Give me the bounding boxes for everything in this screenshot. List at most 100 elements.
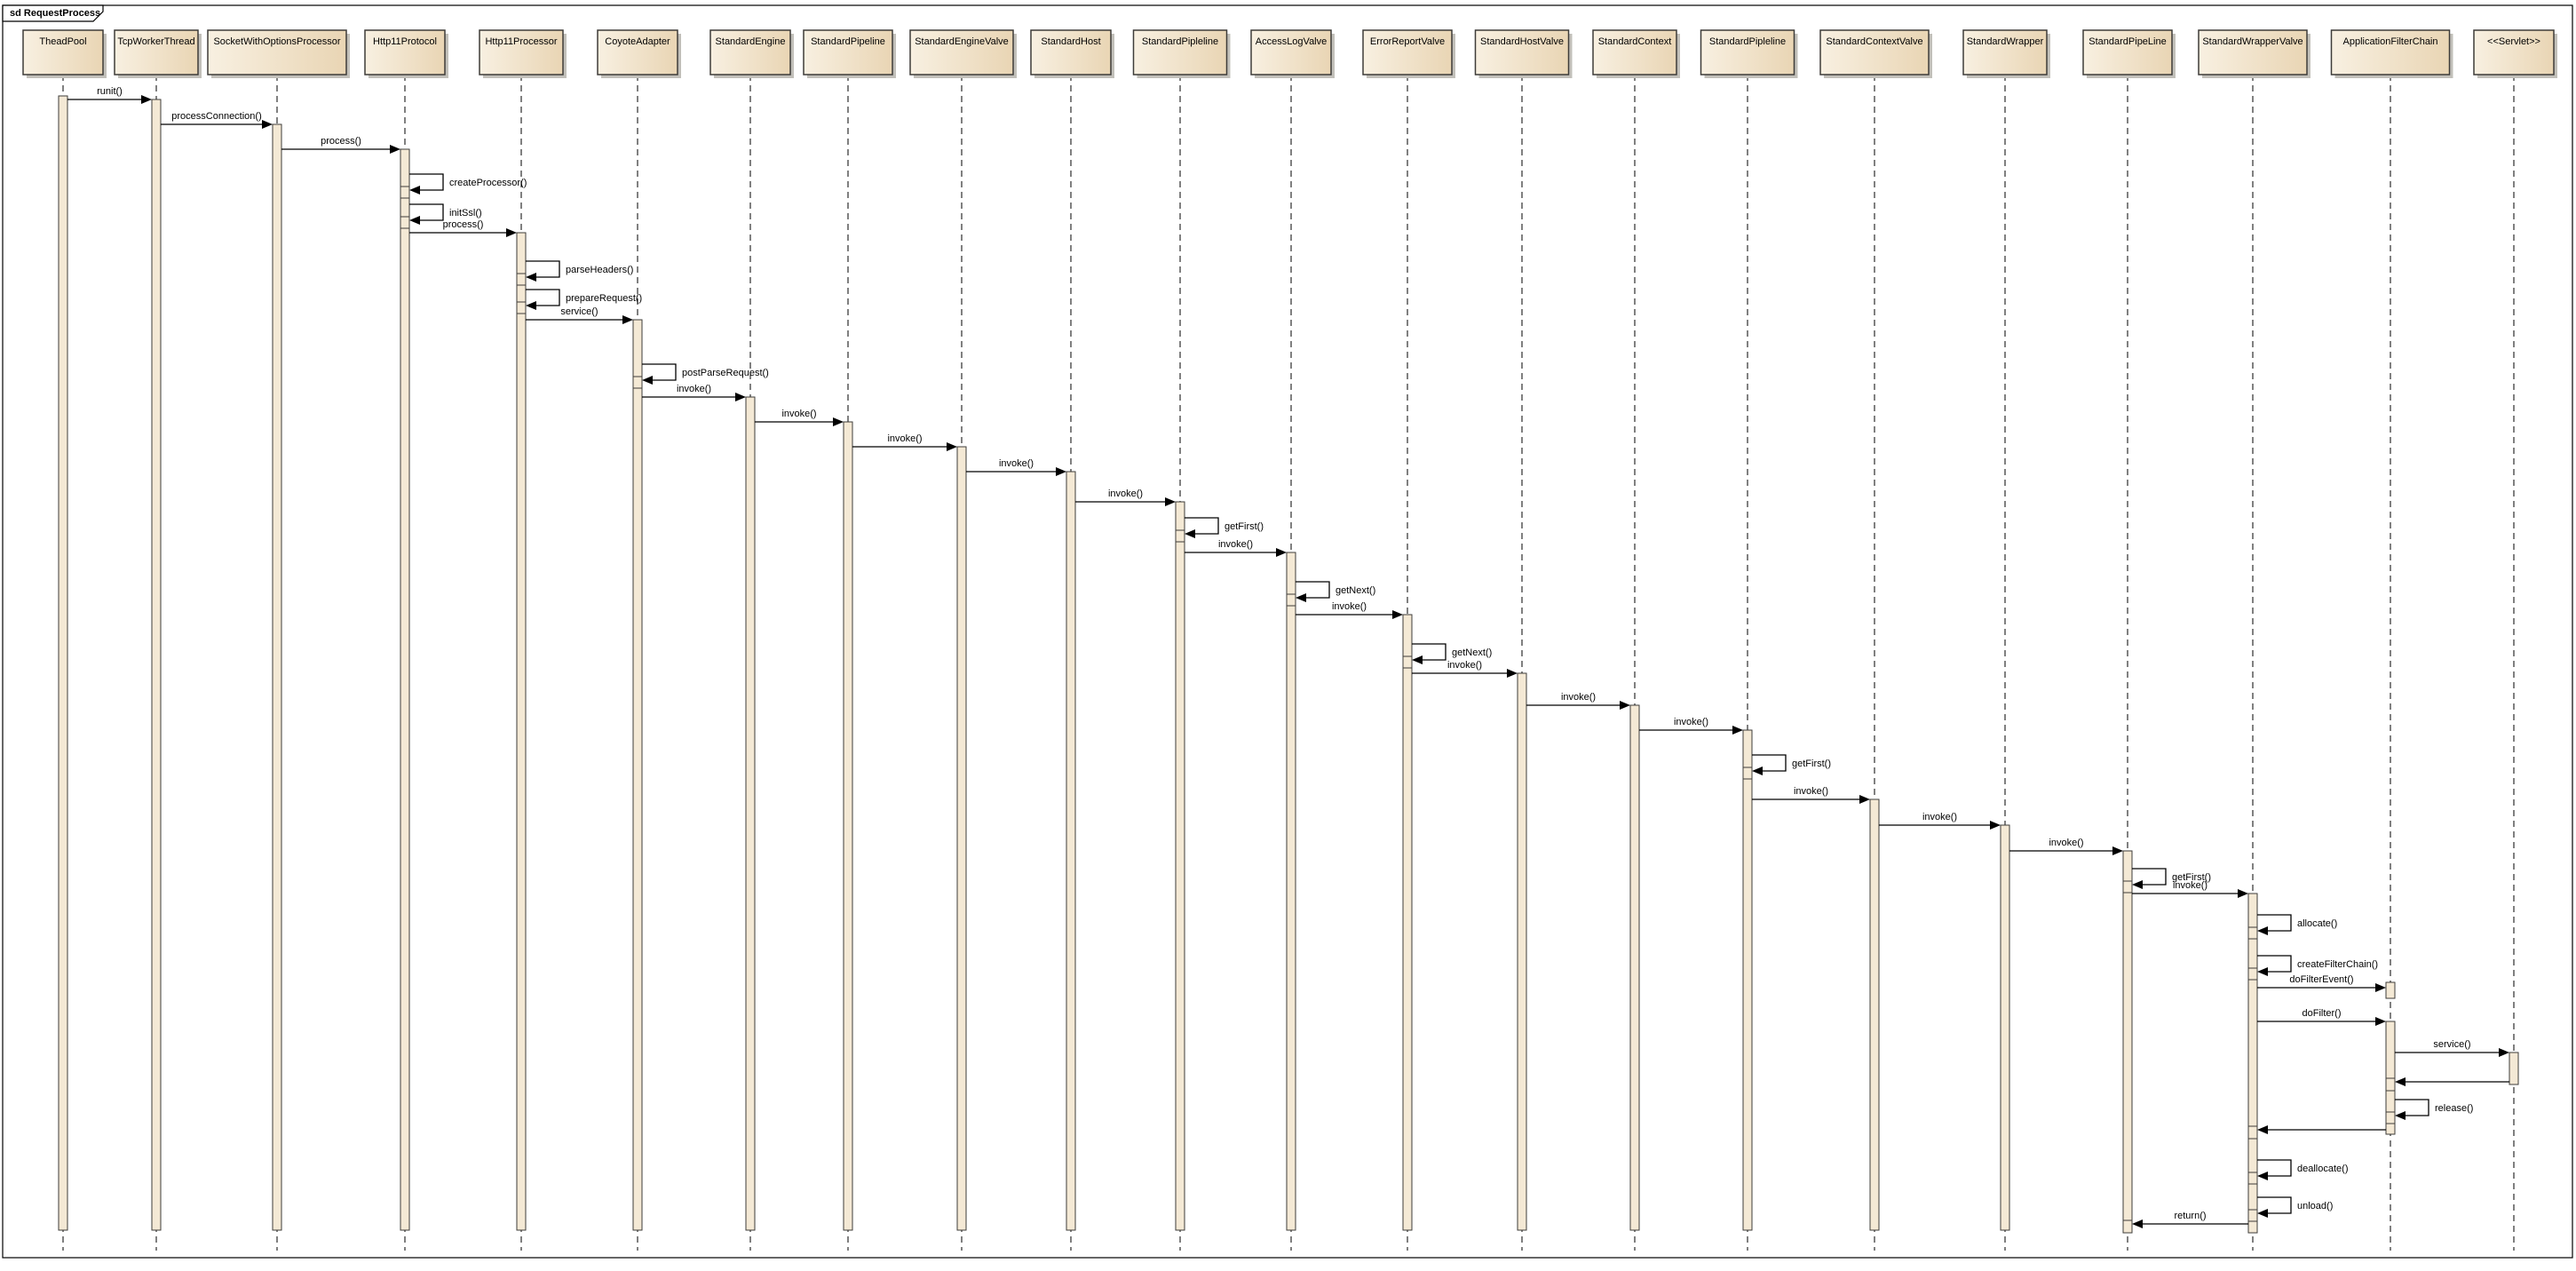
message-label: invoke(): [1922, 812, 1957, 822]
message-label: invoke(): [1218, 539, 1253, 550]
activation-bar: [1517, 672, 1527, 1231]
object-box: [597, 29, 678, 75]
lifeline-standardpipleline: StandardPipleline: [1132, 29, 1231, 1251]
lifeline-servlet: <<Servlet>>: [2473, 29, 2557, 1251]
message-line: [2395, 1099, 2429, 1116]
object-box: [803, 29, 893, 75]
lifeline-coyoteadapter: CoyoteAdapter: [597, 29, 681, 1251]
object-label: StandardWrapperValve: [2202, 36, 2303, 47]
activation-bar: [151, 99, 162, 1231]
activation-bar: [1402, 614, 1413, 1231]
message-label: service(): [560, 306, 598, 317]
message-invoke: invoke(): [1752, 786, 1870, 804]
activation-group-standardhost: [1066, 471, 1076, 1231]
frame-label: sd RequestProcess: [10, 8, 101, 19]
lifeline-standardhostvalve: StandardHostValve: [1474, 29, 1573, 1251]
message-createfilterchain: createFilterChain(): [2247, 955, 2378, 981]
nested-activation: [2385, 1111, 2396, 1124]
message-line: [526, 260, 560, 278]
object-label: TheadPool: [39, 36, 86, 47]
message-arrowhead: [735, 393, 746, 401]
message-runit: runit(): [67, 86, 152, 104]
nested-activation: [1175, 529, 1185, 543]
object-label: Http11Processor: [485, 36, 557, 47]
message-line: [1185, 517, 1219, 535]
object-box: [1030, 29, 1112, 75]
message-arrowhead: [2257, 926, 2268, 935]
message-arrowhead: [833, 417, 844, 426]
nested-activation: [2247, 926, 2258, 940]
object-box: [709, 29, 791, 75]
lifeline-standardenginevalve: StandardEngineValve: [909, 29, 1017, 1251]
message-line: [2132, 868, 2167, 886]
activation-group-standardenginevalve: [956, 446, 967, 1231]
object-label: ErrorReportValve: [1370, 36, 1445, 47]
message-label: release(): [2435, 1103, 2473, 1114]
message-line: [2257, 1196, 2292, 1214]
object-box: [114, 29, 199, 75]
message-arrowhead: [1392, 610, 1403, 619]
object-label: StandardPipeLine: [2089, 36, 2166, 47]
object-label: SocketWithOptionsProcessor: [213, 36, 340, 47]
lifeline-standardwrappervalve: StandardWrapperValve: [2198, 29, 2310, 1251]
message-label: initSsl(): [449, 208, 482, 218]
message-label: service(): [2433, 1039, 2470, 1050]
message-process: process(): [281, 136, 400, 154]
activation-bar: [843, 421, 853, 1231]
nested-activation: [632, 376, 643, 389]
activation-bar: [272, 123, 282, 1231]
message-line: [1296, 581, 1330, 599]
message-postparserequest: postParseRequest(): [632, 363, 769, 389]
message-arrowhead: [2375, 983, 2386, 992]
activation-group-socketwithoptionsprocessor: [272, 123, 282, 1231]
message-line: [1752, 754, 1787, 772]
message-line: [409, 173, 444, 191]
nested-activation: [400, 186, 410, 199]
message-arrowhead: [2238, 889, 2248, 898]
message-label: invoke(): [1332, 601, 1367, 612]
message-arrowhead: [1185, 529, 1195, 538]
message-process: process(): [409, 219, 517, 237]
message-arrowhead: [2375, 1017, 2386, 1026]
activation-bar: [400, 148, 410, 1231]
object-label: <<Servlet>>: [2487, 36, 2540, 47]
lifeline-standardwrapper: StandardWrapper: [1962, 29, 2050, 1251]
activation-bar: [2385, 981, 2396, 999]
message-service: service(): [2395, 1039, 2509, 1057]
nested-activation: [1402, 655, 1413, 669]
message-line: [642, 363, 677, 381]
message-label: invoke(): [999, 458, 1034, 469]
nested-activation: [2247, 967, 2258, 981]
message-arrowhead: [2257, 1209, 2268, 1218]
message-invoke: invoke(): [755, 409, 844, 426]
message-createprocessor: createProcessor(): [400, 173, 527, 199]
message-label: getNext(): [1336, 585, 1375, 596]
message-line: [526, 289, 560, 306]
message-arrowhead: [390, 145, 400, 154]
message-arrowhead: [409, 186, 420, 195]
nested-activation: [2122, 1219, 2133, 1234]
activation-group-standardpipleline: [1742, 729, 1753, 1231]
message-label: invoke(): [1674, 717, 1708, 727]
nested-activation: [2122, 880, 2133, 894]
nested-activation: [2385, 1077, 2396, 1092]
message-label: invoke(): [1794, 786, 1828, 797]
nested-activation: [516, 301, 527, 314]
activation-group-standardengine: [745, 396, 756, 1231]
message-arrowhead: [409, 216, 420, 225]
message-label: return(): [2174, 1211, 2206, 1221]
message-invoke: invoke(): [642, 384, 746, 401]
activation-bar: [58, 95, 68, 1231]
nested-activation: [2247, 1172, 2258, 1185]
message-line: [1412, 643, 1447, 661]
object-label: StandardEngineValve: [915, 36, 1009, 47]
message-arrowhead: [506, 228, 517, 237]
object-box: [1592, 29, 1677, 75]
message-allocate: allocate(): [2247, 914, 2337, 940]
message-dofilter: doFilter(): [2257, 1008, 2386, 1026]
object-label: AccessLogValve: [1256, 36, 1328, 47]
lifeline-standardcontextvalve: StandardContextValve: [1819, 29, 1932, 1251]
activation-group-http11processor: [516, 232, 527, 1231]
nested-activation: [1286, 593, 1296, 607]
activation-bar: [2122, 850, 2133, 1222]
